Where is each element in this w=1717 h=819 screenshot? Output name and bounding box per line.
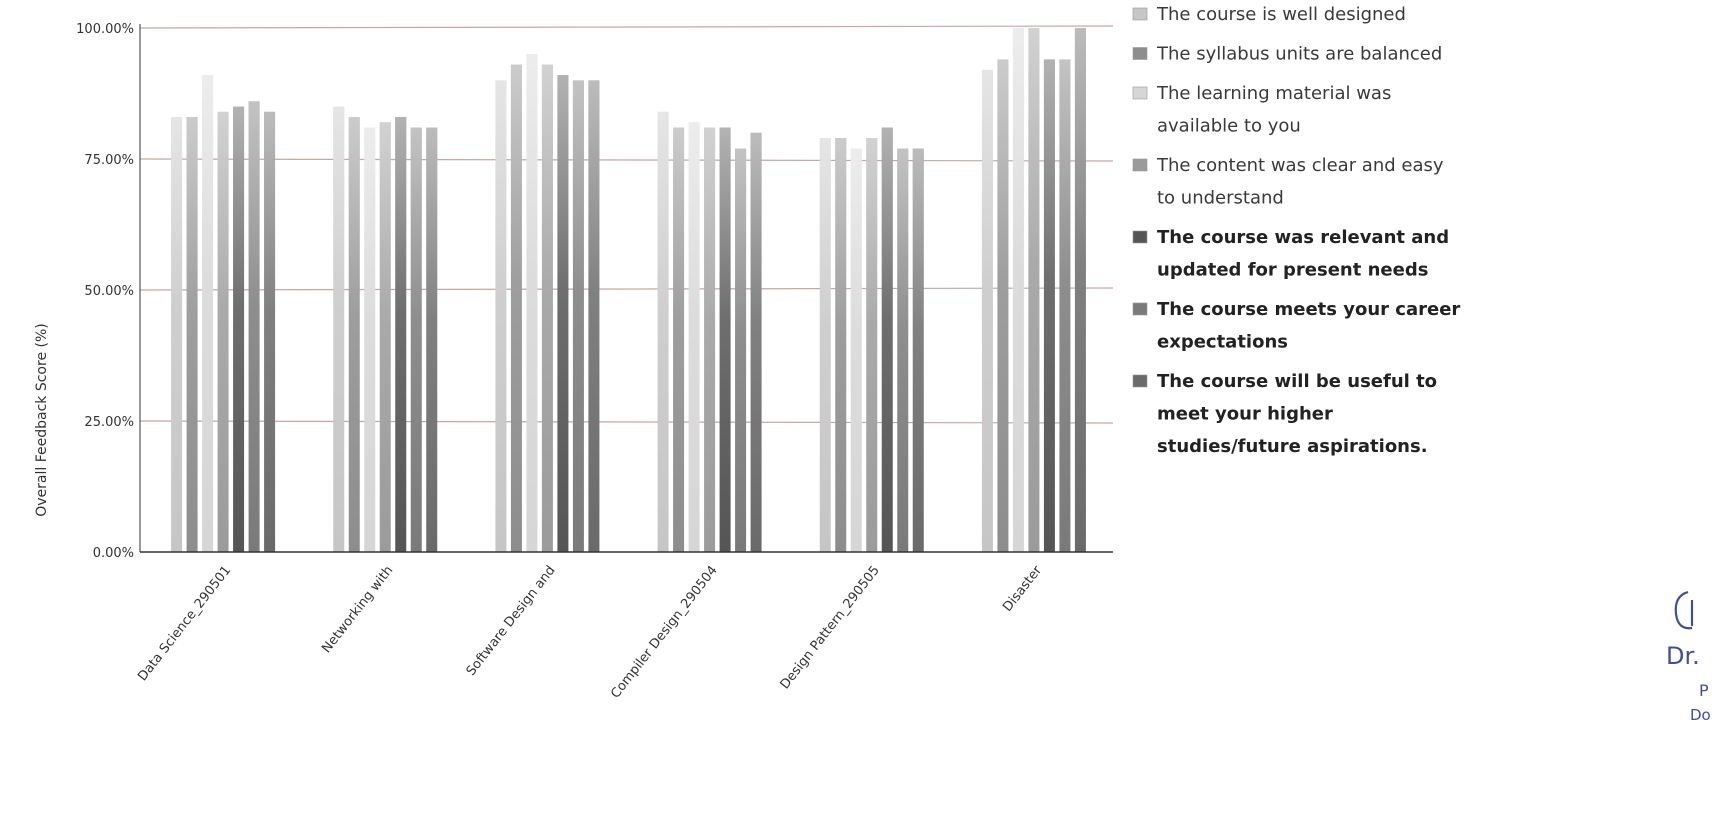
legend-item: The learning material was available to yo… — [1132, 83, 1391, 137]
stamp-text: Dr. — [1666, 642, 1700, 670]
x-tick-label: Networking with — [319, 563, 396, 656]
legend-label: The content was clear and easy — [1156, 155, 1444, 176]
bar-highlight — [395, 117, 407, 552]
bar-highlight — [248, 101, 260, 553]
bar-highlight — [364, 127, 376, 552]
bar-highlight — [526, 54, 538, 552]
bar-highlight — [426, 127, 438, 552]
bar-highlight — [588, 80, 600, 553]
bar-highlight — [495, 80, 507, 553]
gridline — [139, 158, 1114, 162]
legend-item: The content was clear and easy to underst… — [1132, 155, 1444, 209]
legend-swatch — [1132, 86, 1148, 100]
bar-highlight — [881, 127, 893, 552]
legend-swatch — [1132, 374, 1148, 388]
legend-label: The learning material was — [1156, 83, 1391, 104]
bar-highlight — [348, 117, 360, 552]
legend-item: The course was relevant and updated for p… — [1132, 227, 1449, 281]
x-tick-label: Design Pattern_290505 — [778, 563, 883, 692]
legend-swatch — [1132, 230, 1148, 244]
gridline — [139, 25, 1114, 29]
legend-swatch — [1132, 158, 1148, 172]
bar-highlight — [264, 111, 276, 552]
bar-highlight — [719, 127, 731, 552]
bar-highlight — [202, 75, 214, 552]
bar-highlight — [410, 127, 422, 552]
gridline — [139, 420, 1114, 424]
legend-label: The course will be useful to — [1157, 371, 1437, 392]
legend-label: available to you — [1157, 116, 1301, 137]
bars — [171, 28, 1086, 553]
bar-highlight — [557, 75, 569, 552]
bar-highlight — [835, 138, 847, 553]
bar-highlight — [673, 127, 685, 552]
y-tick-label: 100.00% — [76, 22, 134, 37]
bar-highlight — [333, 106, 345, 552]
x-tick-label: Disaster — [1000, 563, 1045, 615]
legend-label: studies/future aspirations. — [1157, 436, 1428, 457]
bar-highlight — [997, 59, 1009, 552]
bar-highlight — [1059, 59, 1071, 552]
bar-highlight — [704, 127, 716, 552]
stamp-text: Do — [1690, 706, 1711, 724]
bar-highlight — [1012, 28, 1024, 552]
bar-highlight — [850, 148, 862, 552]
legend-item: The course will be useful to meet your hi… — [1132, 371, 1437, 457]
bar-highlight — [981, 69, 993, 553]
bar-highlight — [912, 148, 924, 552]
y-tick-label: 0.00% — [93, 546, 134, 561]
x-tick-label: Data Science_290501 — [135, 563, 234, 684]
bar-highlight — [819, 138, 831, 553]
bar-highlight — [1074, 28, 1086, 552]
axes — [139, 24, 1113, 553]
legend-label: The course is well designed — [1156, 4, 1406, 25]
bar-highlight — [186, 117, 198, 552]
stamp-text: P — [1699, 681, 1709, 700]
legend-swatch — [1132, 302, 1148, 316]
bar-highlight — [572, 80, 584, 553]
legend-label: The course meets your career — [1157, 299, 1460, 320]
legend: The course is well designed The syllabus … — [1132, 4, 1460, 457]
bar-highlight — [233, 106, 245, 552]
y-tick-label: 75.00% — [84, 153, 134, 168]
bar-highlight — [541, 64, 553, 553]
signature-mark — [1674, 590, 1694, 630]
legend-item: The course is well designed — [1132, 4, 1406, 25]
bar-highlight — [866, 138, 878, 553]
y-axis-label: Overall Feedback Score (%) — [34, 323, 50, 517]
legend-swatch — [1132, 7, 1148, 21]
bar-highlight — [688, 122, 700, 552]
bar-highlight — [510, 64, 522, 553]
legend-label: to understand — [1157, 188, 1284, 209]
bar-highlight — [217, 111, 229, 552]
y-tick-labels: 0.00% 25.00% 50.00% 75.00% 100.00% — [76, 22, 134, 561]
bar-highlight — [735, 148, 747, 552]
bar-highlight — [750, 132, 762, 553]
y-tick-label: 50.00% — [84, 284, 134, 299]
legend-swatch — [1132, 47, 1148, 60]
legend-item: The course meets your career expectations — [1132, 299, 1460, 353]
x-tick-label: Compiler Design_290504 — [608, 563, 721, 701]
legend-label: updated for present needs — [1157, 260, 1428, 281]
y-tick-label: 25.00% — [84, 415, 134, 430]
bar-highlight — [1028, 28, 1040, 552]
bar-highlight — [657, 111, 669, 552]
gridlines — [139, 25, 1114, 424]
bar-highlight — [379, 122, 391, 552]
signature-stamp: Dr. P Do — [1666, 590, 1711, 724]
bar-highlight — [1043, 59, 1055, 552]
x-tick-label: Software Design and — [464, 563, 559, 679]
legend-label: The course was relevant and — [1157, 227, 1449, 248]
gridline — [139, 287, 1114, 291]
legend-item: The syllabus units are balanced — [1132, 44, 1442, 65]
bar-highlight — [897, 148, 909, 552]
x-tick-labels: Data Science_290501 Networking with Softwa… — [135, 563, 1045, 702]
bar-highlight — [171, 117, 183, 552]
legend-label: expectations — [1157, 332, 1288, 353]
legend-label: The syllabus units are balanced — [1156, 44, 1442, 65]
legend-label: meet your higher — [1157, 404, 1333, 425]
